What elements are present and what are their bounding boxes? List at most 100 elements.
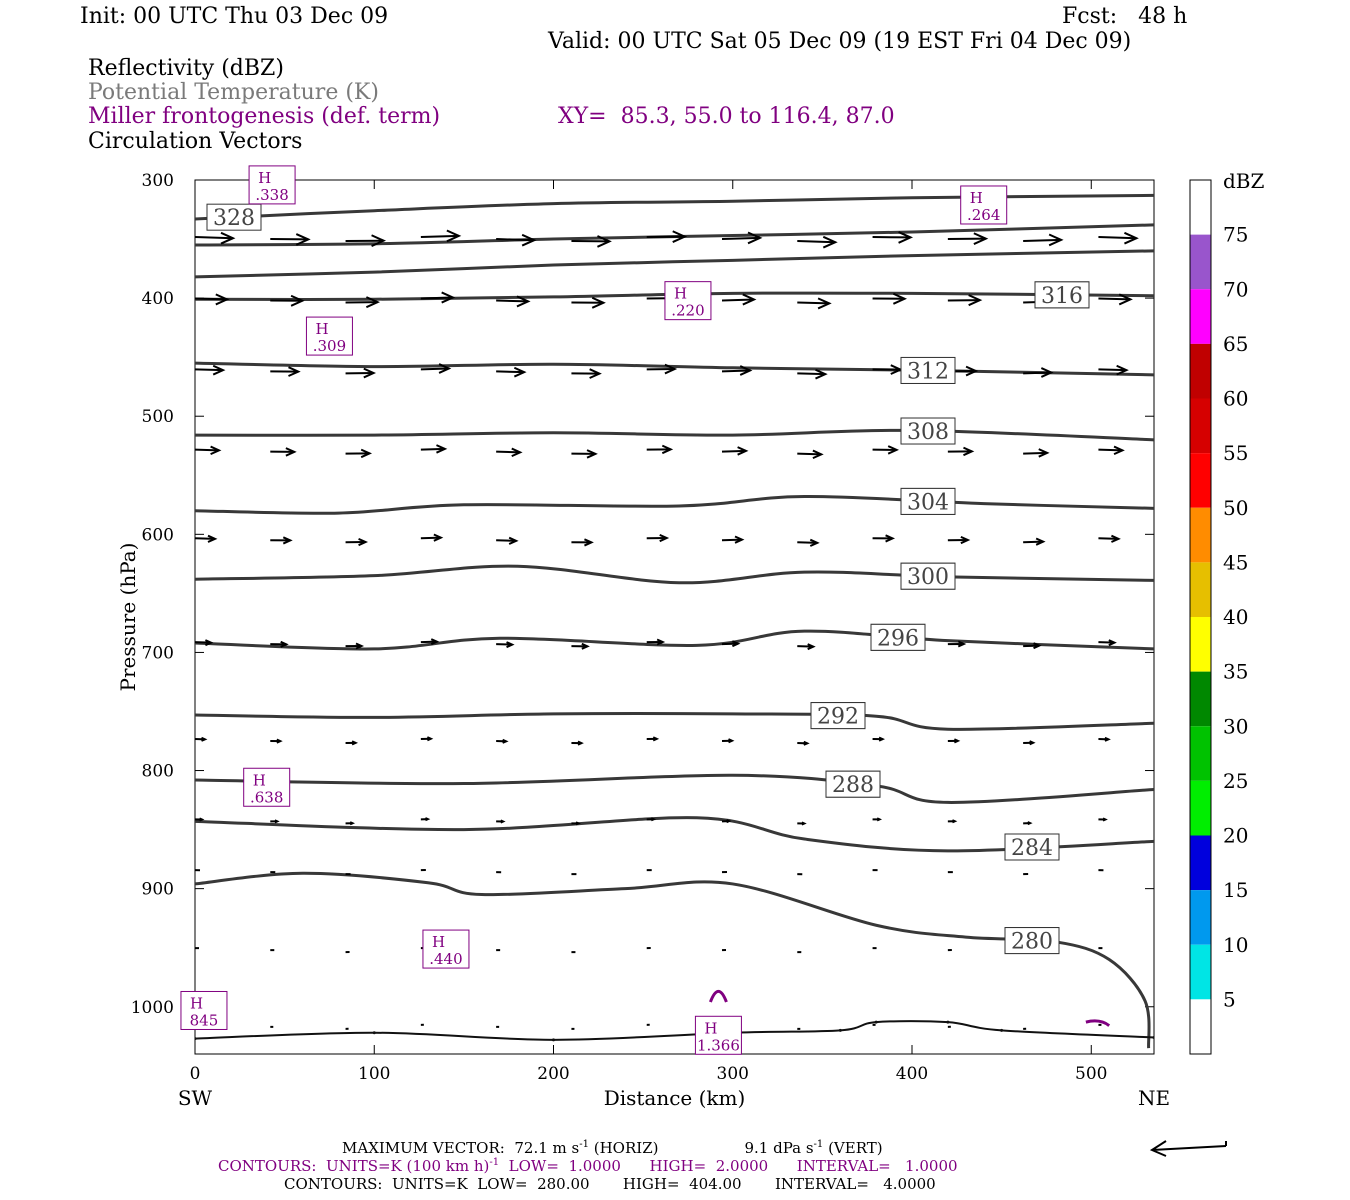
vector-head: [731, 640, 741, 648]
vector-head: [1102, 817, 1108, 822]
theta-label-box: [1004, 927, 1060, 955]
theta-label: 316: [1041, 284, 1083, 309]
circulation-vector: [496, 450, 521, 454]
surface-line: [195, 1020, 1154, 1041]
contours-theta-note: CONTOURS: UNITS=K LOW= 280.00 HIGH= 404.…: [284, 1175, 936, 1193]
frontogenesis-max-box: [248, 165, 296, 205]
frontogenesis-max-flag: H: [432, 933, 445, 951]
circulation-vector: [721, 236, 761, 241]
colorbar-level-label: 50: [1223, 496, 1248, 520]
vector-head: [513, 366, 527, 378]
vector-head: [734, 535, 745, 544]
circulation-vector: [1023, 238, 1062, 243]
vector-head: [220, 231, 236, 245]
vector-head: [215, 293, 230, 306]
vector-head: [1118, 293, 1133, 306]
colorbar-level-label: 60: [1223, 387, 1248, 411]
y-axis-title: Pressure (hPa): [116, 543, 140, 692]
vector-head: [446, 229, 462, 243]
theta-label-box: [1034, 281, 1090, 309]
colorbar-level-label: 5: [1223, 987, 1236, 1011]
vector-head: [438, 363, 452, 374]
frontogenesis-max-flag: H: [258, 169, 271, 187]
surface-dot: [1152, 1035, 1154, 1039]
vector-head: [1108, 639, 1117, 647]
vector-head: [1027, 821, 1033, 826]
vector-head: [575, 821, 581, 826]
theta-contour: [195, 564, 1154, 585]
frontogenesis-max-value: .440: [429, 950, 462, 968]
frontogenesis-max-value: .220: [671, 302, 704, 320]
vector-head: [1111, 534, 1121, 543]
circulation-vector: [195, 537, 216, 540]
circulation-vector: [797, 240, 836, 244]
vector-head: [363, 367, 377, 379]
x-end-label-sw: SW: [178, 1086, 213, 1110]
frontogenesis-max-box: [180, 990, 228, 1030]
forecast-hour: Fcst: 48 h: [1062, 4, 1188, 29]
contours-frontogenesis-note: CONTOURS: UNITS=K (100 km h)-1 LOW= 1.00…: [218, 1157, 958, 1175]
colorbar-level-label: 30: [1223, 714, 1248, 738]
vector-head: [664, 363, 678, 375]
init-time: Init: 00 UTC Thu 03 Dec 09: [80, 4, 389, 29]
vector-head: [591, 296, 606, 309]
frontogenesis-max-flag: H: [970, 189, 983, 207]
frontogenesis-contour: [1085, 1019, 1111, 1027]
vector-head: [817, 297, 832, 310]
theta-contour: [195, 428, 1154, 442]
theta-label-box: [900, 417, 956, 445]
circulation-vector: [721, 538, 743, 542]
colorbar-segment: [1190, 398, 1211, 454]
vector-head: [960, 535, 971, 545]
circulation-vector: [195, 368, 224, 372]
x-tick-label: 100: [358, 1064, 390, 1084]
colorbar-segment: [1190, 453, 1211, 508]
colorbar-segment: [1190, 944, 1211, 1000]
vector-head: [965, 365, 979, 377]
vector-head: [355, 642, 365, 650]
frontogenesis-max-value: .338: [255, 186, 288, 204]
vector-head: [577, 740, 584, 746]
max-vector-note: MAXIMUM VECTOR: 72.1 m s-1 (HORIZ) 9.1 dP…: [342, 1139, 883, 1157]
vector-head: [1124, 231, 1139, 245]
vector-head: [584, 538, 594, 547]
y-tick-label: 800: [142, 762, 174, 782]
colorbar-level-label: 45: [1223, 550, 1248, 574]
vector-head: [276, 738, 283, 744]
y-tick-label: 500: [142, 407, 174, 427]
circulation-vector: [797, 372, 826, 376]
theta-label: 328: [213, 206, 255, 231]
colorbar-segment: [1190, 890, 1211, 945]
colorbar-segment: [1190, 780, 1211, 836]
colorbar-segment: [1190, 343, 1211, 399]
max-vector-horiz-exp: -1: [579, 1139, 589, 1150]
vector-head: [876, 817, 883, 822]
plot-area: [195, 193, 1154, 1049]
vector-head: [597, 235, 612, 248]
vector-head: [892, 292, 908, 305]
circulation-vector: [195, 297, 228, 301]
theta-label-box: [900, 356, 956, 384]
vector-head: [441, 291, 456, 304]
colorbar-level-label: 25: [1223, 769, 1248, 793]
theta-contour: [195, 249, 1154, 279]
vector-head: [963, 446, 975, 457]
circulation-vector: [1098, 297, 1131, 301]
vector-head: [807, 643, 816, 651]
theta-label-box: [825, 770, 881, 798]
vector-head: [659, 533, 670, 543]
cross-section-endpoints: XY= 85.3, 55.0 to 116.4, 87.0: [558, 104, 895, 129]
colorbar-segment: [1190, 726, 1211, 781]
frontogenesis-max-flag: H: [253, 771, 266, 789]
vector-head: [672, 230, 688, 243]
colorbar-level-label: 55: [1223, 441, 1248, 465]
theta-label: 312: [907, 359, 949, 384]
theta-contour: [195, 495, 1154, 515]
circulation-vector: [420, 234, 459, 239]
surface-dot: [1000, 1028, 1004, 1032]
vector-head: [502, 738, 509, 744]
vector-head: [885, 534, 896, 543]
x-axis-title: Distance (km): [604, 1086, 746, 1110]
vector-head: [809, 538, 820, 547]
theta-contour: [195, 711, 1154, 731]
